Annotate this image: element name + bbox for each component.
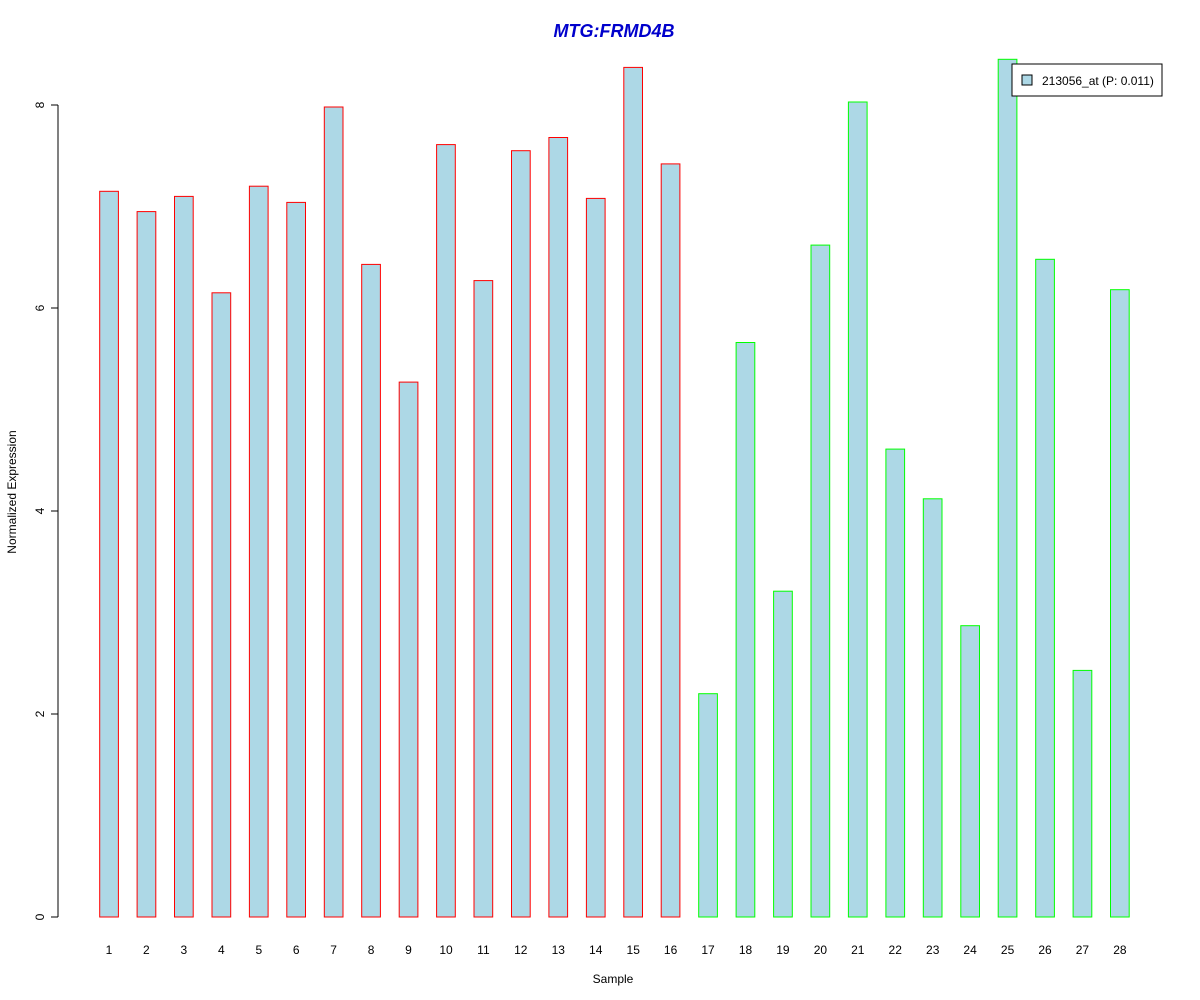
- y-axis-label: Normalized Expression: [5, 430, 19, 553]
- bar-sample-8: [361, 263, 381, 918]
- x-tick-label: 28: [1113, 943, 1127, 957]
- bar-sample-19: [773, 590, 793, 918]
- x-tick-label: 17: [701, 943, 715, 957]
- bar-sample-28: [1110, 289, 1130, 918]
- y-tick-label: 2: [33, 710, 47, 717]
- bar-sample-15: [623, 66, 643, 918]
- x-tick-label: 20: [814, 943, 828, 957]
- bar-sample-25: [997, 58, 1018, 918]
- x-tick-label: 27: [1076, 943, 1090, 957]
- y-tick-label: 6: [33, 304, 47, 311]
- bar-sample-26: [1035, 258, 1055, 918]
- legend-box: [1011, 63, 1163, 97]
- legend-swatch: [1021, 74, 1033, 86]
- bar-sample-20: [810, 244, 831, 918]
- x-tick-label: 1: [106, 943, 113, 957]
- x-tick-label: 16: [664, 943, 678, 957]
- y-tick-label: 0: [33, 913, 47, 920]
- chart-title: MTG:FRMD4B: [554, 21, 675, 41]
- bar-sample-7: [323, 106, 344, 918]
- x-tick-label: 21: [851, 943, 865, 957]
- bar-sample-23: [922, 498, 943, 918]
- y-tick-label: 8: [33, 101, 47, 108]
- bar-sample-21: [847, 101, 868, 918]
- x-tick-label: 22: [889, 943, 903, 957]
- x-tick-label: 25: [1001, 943, 1015, 957]
- bar-sample-13: [548, 137, 569, 918]
- bar-sample-24: [960, 625, 980, 918]
- y-axis: 0 2 4 6 8: [33, 101, 59, 920]
- y-tick-label: 4: [33, 507, 47, 514]
- bar-sample-3: [174, 195, 194, 918]
- x-axis-label: Sample: [593, 972, 634, 986]
- x-tick-label: 12: [514, 943, 528, 957]
- bar-sample-11: [473, 280, 494, 918]
- x-tick-label: 7: [330, 943, 337, 957]
- bar-sample-12: [511, 150, 531, 918]
- bar-sample-2: [136, 211, 157, 918]
- x-tick-label: 14: [589, 943, 603, 957]
- bar-sample-10: [436, 144, 456, 918]
- x-tick-label: 5: [255, 943, 262, 957]
- x-tick-label: 15: [627, 943, 641, 957]
- legend: 213056_at (P: 0.011): [1011, 63, 1163, 97]
- bar-sample-18: [735, 342, 756, 918]
- x-tick-label: 4: [218, 943, 225, 957]
- x-tick-label: 18: [739, 943, 753, 957]
- bar-sample-14: [585, 197, 606, 918]
- bars: [99, 58, 1130, 918]
- legend-label: 213056_at (P: 0.011): [1042, 74, 1154, 88]
- bar-sample-17: [698, 693, 718, 918]
- x-tick-label: 3: [181, 943, 188, 957]
- x-tick-label: 23: [926, 943, 940, 957]
- bar-sample-9: [398, 381, 419, 918]
- bar-sample-1: [99, 190, 119, 918]
- bar-sample-4: [211, 292, 232, 918]
- x-tick-label: 6: [293, 943, 300, 957]
- x-tick-label: 24: [963, 943, 977, 957]
- bar-sample-22: [885, 448, 906, 918]
- bar-sample-27: [1072, 669, 1093, 918]
- x-tick-label: 11: [477, 943, 490, 957]
- bar-sample-16: [660, 163, 681, 918]
- x-tick-label: 13: [552, 943, 566, 957]
- bar-sample-5: [248, 185, 269, 918]
- x-tick-label: 19: [776, 943, 790, 957]
- x-tick-label: 2: [143, 943, 150, 957]
- bar-sample-6: [286, 201, 306, 918]
- x-tick-label: 26: [1038, 943, 1052, 957]
- x-tick-label: 9: [405, 943, 412, 957]
- x-tick-labels: 1 2 3 4 5 6 7 8 9 10 11 12 13 14 15 16 17 18 19 20 21 22 23 24 2…: [106, 943, 1127, 957]
- x-tick-label: 10: [439, 943, 453, 957]
- x-tick-label: 8: [368, 943, 375, 957]
